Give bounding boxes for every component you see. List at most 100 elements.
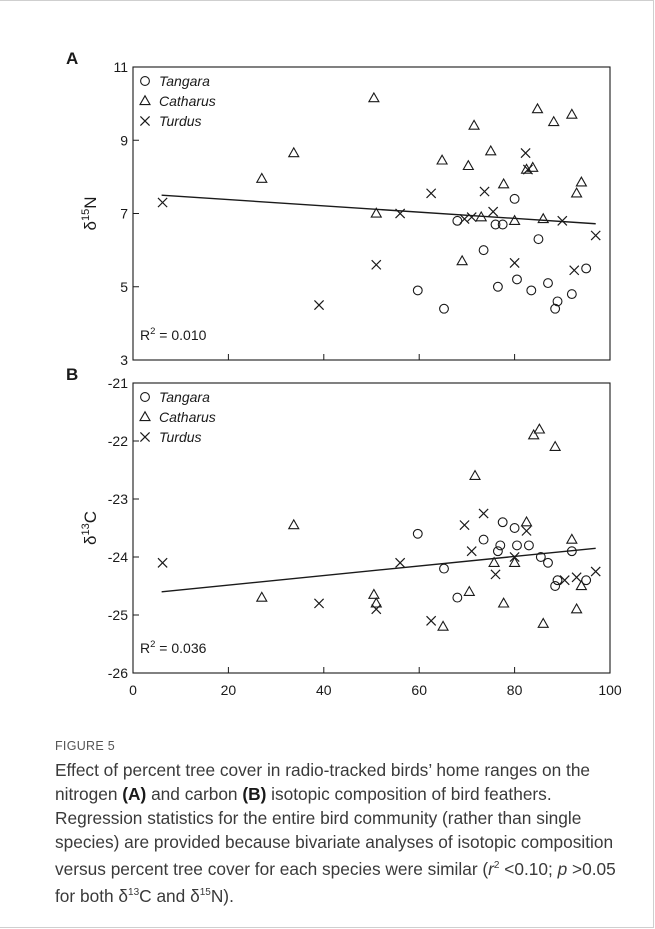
panel-a-point-catharus: [575, 176, 588, 187]
panel-b-point-turdus: [559, 575, 570, 586]
panel-b-point-tangara: [492, 546, 503, 557]
panel-a-point-turdus: [522, 164, 533, 175]
panel-a-point-tangara: [509, 193, 520, 204]
panel-a-point-turdus: [314, 300, 325, 311]
panel-b-point-turdus: [590, 566, 601, 577]
panel-b-r-squared: R2 = 0.036: [140, 639, 207, 656]
panel-a-legend-marker-turdus: [139, 115, 151, 127]
panel-a-point-catharus: [570, 187, 583, 198]
panel-b-point-catharus: [537, 617, 550, 628]
panel-a-point-tangara: [526, 285, 537, 296]
panel-a-point-catharus: [537, 212, 550, 224]
panel-a-point-tangara: [550, 303, 561, 314]
panel-b-point-catharus: [565, 533, 578, 544]
panel-a-point-catharus: [462, 159, 475, 171]
panel-a-point-tangara: [439, 303, 449, 314]
caption-text: isotopic composition of bird feathers. R…: [55, 784, 614, 879]
panel-a-y-tick-label: 9: [120, 132, 128, 148]
panel-b-y-tick-label: -21: [108, 375, 128, 391]
panel-a-legend-label-catharus: Catharus: [159, 93, 216, 109]
panel-a-legend-label-tangara: Tangara: [159, 73, 210, 89]
panel-a-point-catharus: [565, 108, 578, 119]
panel-b-point-tangara: [452, 592, 463, 603]
panel-a-point-turdus: [569, 265, 580, 276]
panel-a-point-turdus: [509, 257, 520, 268]
panel-a-point-tangara: [533, 234, 544, 245]
panel-b-legend-label-turdus: Turdus: [159, 429, 202, 445]
panel-b-point-catharus: [463, 585, 476, 596]
panel-a-y-tick-label: 7: [120, 206, 128, 222]
panel-a-point-tangara: [552, 296, 563, 307]
panel-b-point-tangara: [523, 540, 534, 551]
panel-a-point-tangara: [492, 281, 503, 292]
panel-b-x-tick-label: 60: [411, 682, 427, 698]
panel-b-label: B: [66, 365, 78, 384]
panel-b-regression-line: [161, 547, 596, 593]
panel-b-legend-marker-catharus: [139, 410, 151, 422]
panel-b-point-catharus: [488, 556, 501, 567]
panel-a-y-tick-label: 5: [120, 279, 128, 295]
panel-b-x-tick-label: 100: [598, 682, 622, 698]
panel-b-y-tick-label: -22: [108, 433, 128, 449]
caption-p-symbol: p: [557, 858, 568, 879]
caption-superscript: 13: [128, 886, 140, 898]
panel-a-point-turdus: [371, 259, 382, 270]
panel-a-point-turdus: [488, 206, 499, 217]
panel-a-point-catharus: [484, 144, 497, 156]
panel-a-y-tick-label: 11: [113, 59, 128, 75]
panel-b-point-catharus: [370, 597, 383, 608]
panel-a-legend-marker-catharus: [139, 94, 151, 106]
panel-b-point-catharus: [508, 556, 521, 567]
panel-b-point-catharus: [367, 588, 380, 599]
panel-a-point-catharus: [456, 254, 469, 266]
panel-b-point-turdus: [466, 546, 477, 557]
panel-b-x-tick-label: 80: [507, 682, 523, 698]
panel-a-regression-line: [161, 194, 596, 225]
panel-a-point-tangara: [512, 274, 522, 285]
panel-b-point-tangara: [439, 563, 449, 574]
panel-a-point-tangara: [497, 219, 508, 230]
caption-superscript: 15: [199, 886, 211, 898]
panel-b-point-tangara: [552, 575, 563, 586]
panel-a-point-tangara: [581, 263, 592, 274]
panel-b-point-turdus: [521, 525, 532, 536]
panel-b-point-catharus: [437, 620, 449, 631]
panel-a-legend-marker-tangara: [140, 76, 150, 86]
panel-b-point-tangara: [497, 517, 508, 528]
panel-b-point-tangara: [550, 581, 561, 591]
panel-a-point-catharus: [547, 115, 560, 127]
caption-text: and carbon: [146, 784, 243, 804]
panel-b-x-tick-label: 0: [129, 682, 137, 698]
panel-b-legend-marker-turdus: [139, 431, 151, 443]
caption-superscript: 2: [493, 860, 500, 871]
panel-a-point-turdus: [479, 186, 490, 197]
panel-b-point-tangara: [535, 552, 546, 562]
panel-a-y-axis-title: δ15N: [80, 197, 100, 231]
panel-b-point-catharus: [533, 423, 546, 434]
panel-a-point-catharus: [436, 154, 449, 165]
panel-a-point-tangara: [490, 219, 501, 230]
panel-a-point-turdus: [590, 230, 601, 241]
panel-a-point-tangara: [543, 278, 553, 289]
panel-a-point-catharus: [508, 214, 521, 225]
panel-b-point-tangara: [581, 575, 592, 586]
panel-b-y-tick-label: -25: [108, 607, 128, 623]
panel-b-legend-label-catharus: Catharus: [159, 409, 216, 425]
panel-b-y-tick-label: -24: [108, 549, 128, 565]
panel-b-point-turdus: [426, 615, 437, 626]
panel-b-point-catharus: [570, 602, 583, 614]
panel-b-point-catharus: [255, 591, 268, 602]
panel-a-point-turdus: [520, 148, 531, 159]
panel-b-point-turdus: [459, 520, 470, 531]
panel-b-x-tick-label: 20: [221, 682, 237, 698]
panel-a-point-turdus: [557, 215, 568, 226]
panel-b-y-tick-label: -23: [108, 491, 128, 507]
panel-b-point-tangara: [509, 523, 520, 533]
panel-a-point-tangara: [452, 215, 463, 226]
panel-b-x-tick-label: 40: [316, 682, 332, 698]
panel-b-point-turdus: [371, 604, 382, 615]
panel-a-point-turdus: [466, 212, 477, 223]
figure-label: FIGURE 5: [55, 739, 116, 753]
caption-text: C and δ: [139, 885, 200, 906]
panel-b-legend-marker-tangara: [140, 392, 150, 402]
